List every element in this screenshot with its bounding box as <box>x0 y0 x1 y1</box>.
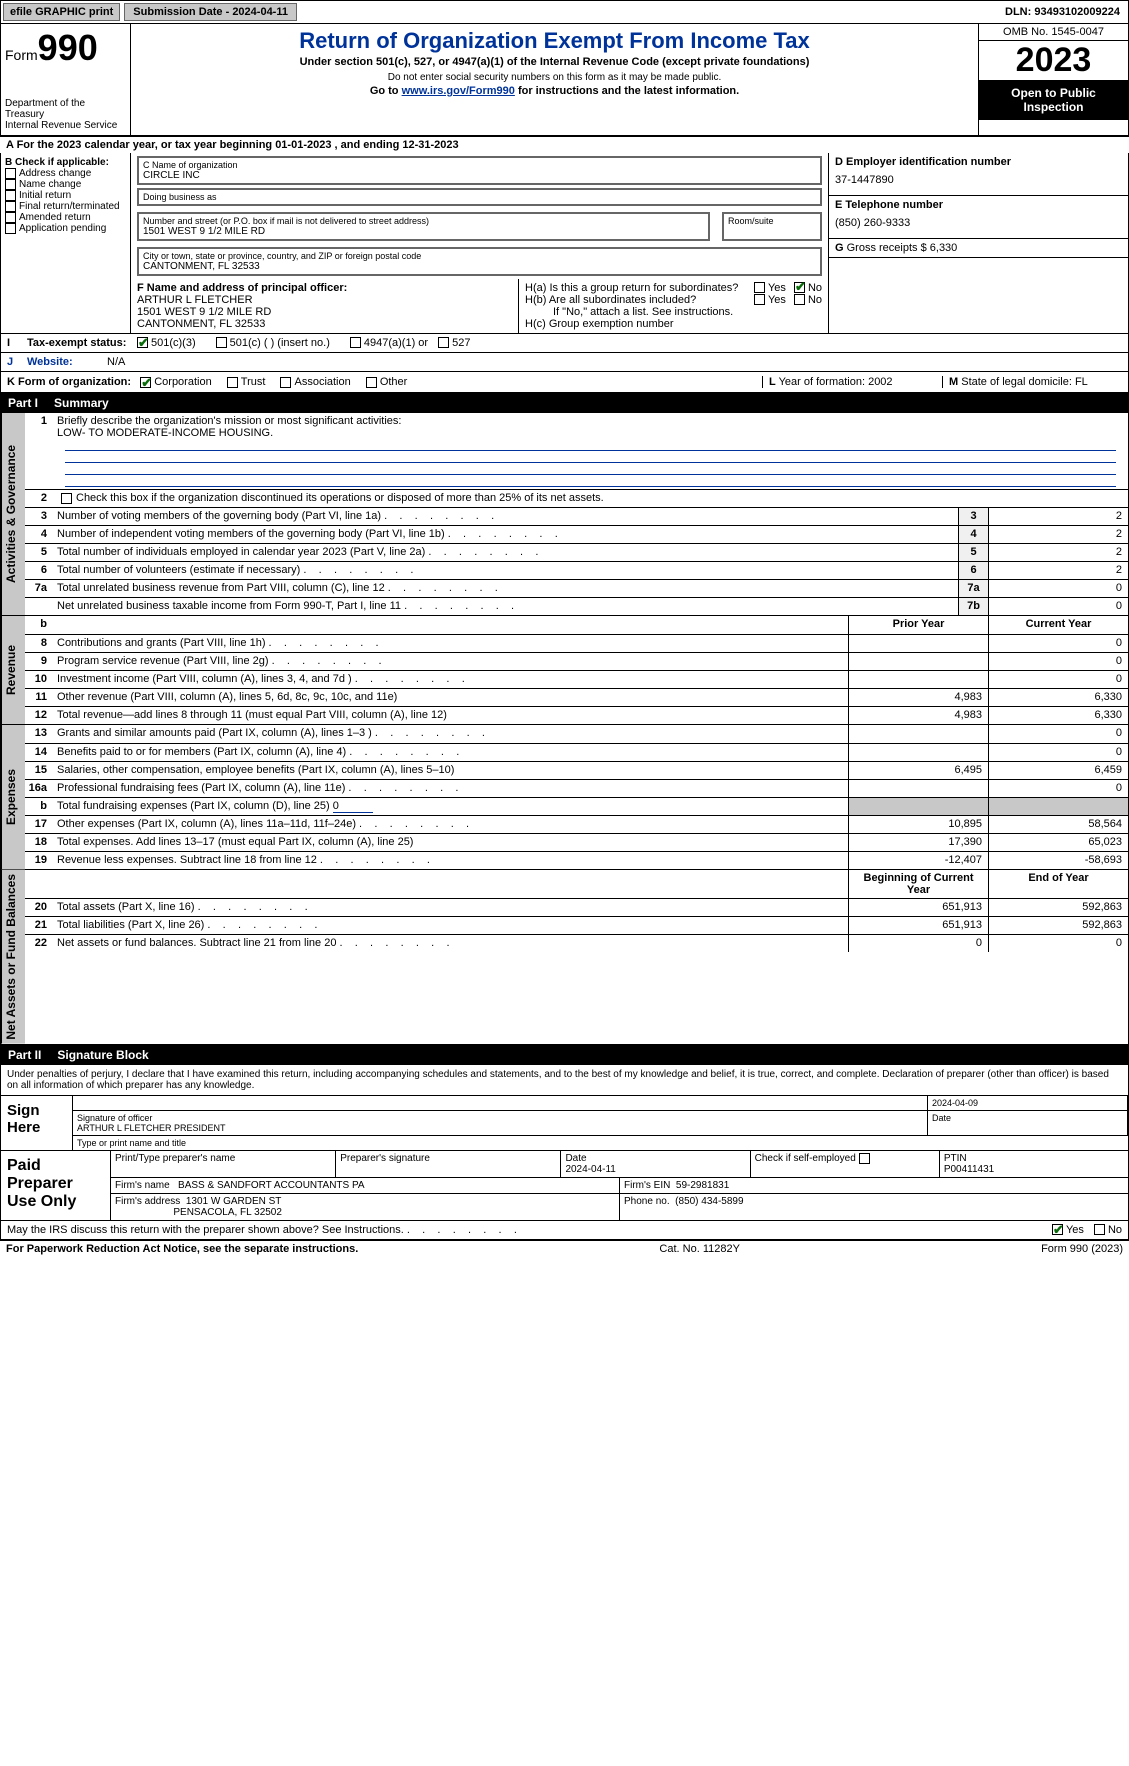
tax-year: 2023 <box>979 41 1128 80</box>
period-line: A For the 2023 calendar year, or tax yea… <box>0 136 1129 153</box>
phone-block: E Telephone number (850) 260-9333 <box>829 196 1128 239</box>
cb-address-change[interactable]: Address change <box>5 168 126 179</box>
cb-527[interactable] <box>438 337 449 348</box>
hdr-prior: Prior Year <box>848 616 988 634</box>
cb-corp[interactable] <box>140 377 151 388</box>
page-footer: For Paperwork Reduction Act Notice, see … <box>0 1240 1129 1257</box>
officer-block: F Name and address of principal officer:… <box>131 279 518 333</box>
mission-text: LOW- TO MODERATE-INCOME HOUSING. <box>57 427 1124 439</box>
efile-print-button[interactable]: efile GRAPHIC print <box>3 3 120 21</box>
cb-self-employed[interactable] <box>859 1153 870 1164</box>
section-revenue: Revenue bPrior YearCurrent Year 8Contrib… <box>0 616 1129 725</box>
tax-exempt-row: I Tax-exempt status: 501(c)(3) 501(c) ( … <box>0 334 1129 353</box>
paid-preparer-block: Paid Preparer Use Only Print/Type prepar… <box>0 1151 1129 1221</box>
sign-date: 2024-04-09 <box>928 1096 1128 1110</box>
cb-amended-return[interactable]: Amended return <box>5 212 126 223</box>
omb-number: OMB No. 1545-0047 <box>979 24 1128 41</box>
irs-link[interactable]: www.irs.gov/Form990 <box>402 85 515 97</box>
org-name-field: C Name of organization CIRCLE INC <box>137 156 822 185</box>
cb-application-pending[interactable]: Application pending <box>5 223 126 234</box>
dln-label: DLN: 93493102009224 <box>1005 6 1128 18</box>
subtitle-2: Do not enter social security numbers on … <box>139 72 970 83</box>
ha-no[interactable] <box>794 282 805 293</box>
val-7b: 0 <box>988 598 1128 615</box>
cb-assoc[interactable] <box>280 377 291 388</box>
org-name: CIRCLE INC <box>143 170 816 181</box>
vtab-netassets: Net Assets or Fund Balances <box>1 870 25 1044</box>
perjury-text: Under penalties of perjury, I declare th… <box>0 1065 1129 1096</box>
state-domicile: M State of legal domicile: FL <box>942 376 1122 388</box>
form-org-row: K Form of organization: Corporation Trus… <box>0 372 1129 393</box>
section-expenses: Expenses 13Grants and similar amounts pa… <box>0 725 1129 870</box>
cb-501c[interactable] <box>216 337 227 348</box>
vtab-expenses: Expenses <box>1 725 25 869</box>
dept-label: Department of the Treasury Internal Reve… <box>5 98 126 131</box>
cb-name-change[interactable]: Name change <box>5 179 126 190</box>
room-field: Room/suite <box>722 212 822 241</box>
officer-name: ARTHUR L FLETCHER PRESIDENT <box>77 1123 923 1133</box>
part1-header: Part ISummary <box>0 393 1129 413</box>
hdr-beg: Beginning of Current Year <box>848 870 988 898</box>
cb-discontinued[interactable] <box>61 493 72 504</box>
submission-date-label: Submission Date - 2024-04-11 <box>124 3 297 21</box>
year-formation: L Year of formation: 2002 <box>762 376 942 388</box>
val-5: 2 <box>988 544 1128 561</box>
discuss-row: May the IRS discuss this return with the… <box>0 1221 1129 1240</box>
val-4: 2 <box>988 526 1128 543</box>
form-title: Return of Organization Exempt From Incom… <box>139 28 970 54</box>
hdr-curr: Current Year <box>988 616 1128 634</box>
dba-field: Doing business as <box>137 188 822 206</box>
open-public-badge: Open to Public Inspection <box>979 80 1128 120</box>
val-7a: 0 <box>988 580 1128 597</box>
section-activities: Activities & Governance 1 Briefly descri… <box>0 413 1129 616</box>
part2-header: Part IISignature Block <box>0 1045 1129 1065</box>
subtitle-1: Under section 501(c), 527, or 4947(a)(1)… <box>139 56 970 68</box>
box-b-title: B Check if applicable: <box>5 157 126 168</box>
sign-here-block: Sign Here 2024-04-09 Signature of office… <box>0 1096 1129 1151</box>
val-6: 2 <box>988 562 1128 579</box>
cb-501c3[interactable] <box>137 337 148 348</box>
hb-yes[interactable] <box>754 294 765 305</box>
ha-yes[interactable] <box>754 282 765 293</box>
cb-final-return[interactable]: Final return/terminated <box>5 201 126 212</box>
street-field: Number and street (or P.O. box if mail i… <box>137 212 710 241</box>
form-number: Form990 <box>5 28 126 68</box>
hdr-end: End of Year <box>988 870 1128 898</box>
cb-other[interactable] <box>366 377 377 388</box>
form-header: Form990 Department of the Treasury Inter… <box>0 24 1129 136</box>
ein-block: D Employer identification number 37-1447… <box>829 153 1128 196</box>
section-netassets: Net Assets or Fund Balances Beginning of… <box>0 870 1129 1045</box>
gross-receipts: G Gross receipts $ 6,330 <box>829 239 1128 258</box>
vtab-revenue: Revenue <box>1 616 25 724</box>
website-row: J Website: N/A <box>0 353 1129 372</box>
discuss-yes[interactable] <box>1052 1224 1063 1235</box>
city-field: City or town, state or province, country… <box>137 247 822 276</box>
vtab-activities: Activities & Governance <box>1 413 25 615</box>
group-return-block: H(a) Is this a group return for subordin… <box>518 279 828 333</box>
cb-trust[interactable] <box>227 377 238 388</box>
hb-no[interactable] <box>794 294 805 305</box>
cb-initial-return[interactable]: Initial return <box>5 190 126 201</box>
top-toolbar: efile GRAPHIC print Submission Date - 20… <box>0 0 1129 24</box>
entity-block: B Check if applicable: Address change Na… <box>0 153 1129 334</box>
subtitle-3: Go to www.irs.gov/Form990 for instructio… <box>139 85 970 97</box>
cb-4947[interactable] <box>350 337 361 348</box>
val-3: 2 <box>988 508 1128 525</box>
discuss-no[interactable] <box>1094 1224 1105 1235</box>
